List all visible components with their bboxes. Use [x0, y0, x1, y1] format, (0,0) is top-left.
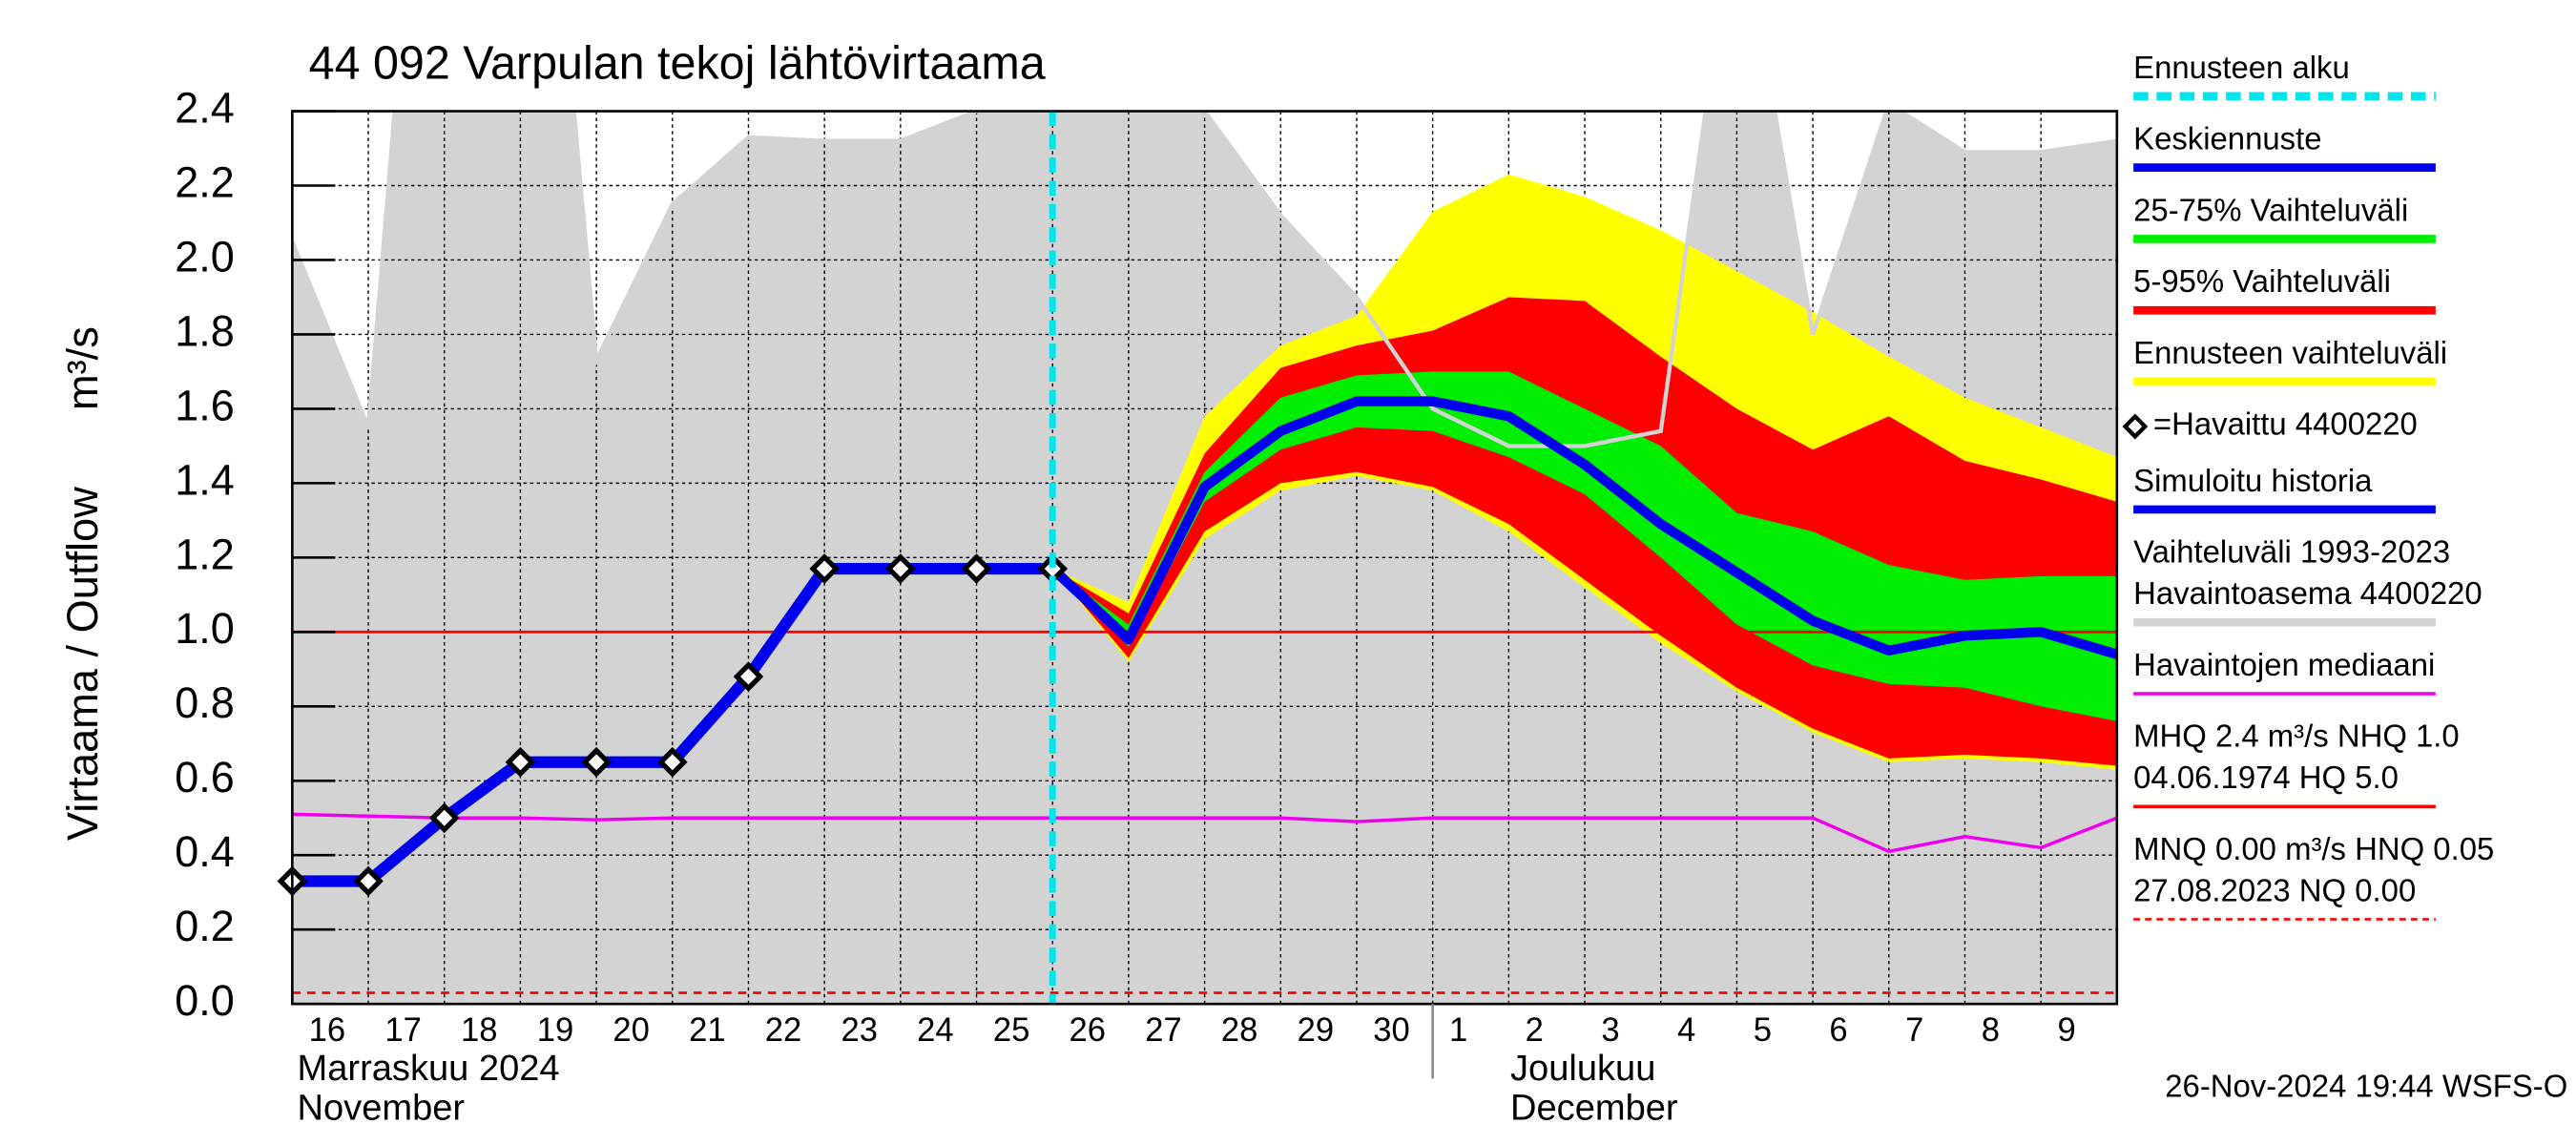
- month-label: Marraskuu 2024: [298, 1048, 560, 1089]
- month-label: Joulukuu: [1510, 1048, 1655, 1089]
- month-label: November: [298, 1087, 466, 1128]
- y-tick-label: 1.2: [175, 530, 235, 578]
- x-tick-label: 9: [2057, 1012, 2075, 1049]
- x-tick-label: 8: [1982, 1012, 2000, 1049]
- x-tick-label: 18: [461, 1012, 498, 1049]
- y-tick-label: 1.0: [175, 604, 235, 653]
- chart-title: 44 092 Varpulan tekoj lähtövirtaama: [309, 37, 1047, 89]
- y-tick-label: 0.2: [175, 902, 235, 950]
- y-tick-label: 1.6: [175, 381, 235, 429]
- x-tick-label: 2: [1526, 1012, 1544, 1049]
- legend-marker: [2122, 413, 2149, 440]
- x-tick-label: 19: [537, 1012, 574, 1049]
- x-tick-label: 4: [1677, 1012, 1695, 1049]
- x-tick-label: 3: [1601, 1012, 1619, 1049]
- x-tick-label: 6: [1829, 1012, 1847, 1049]
- x-tick-label: 29: [1298, 1012, 1335, 1049]
- y-tick-label: 2.2: [175, 157, 235, 206]
- series-line: [292, 812, 2117, 854]
- x-tick-label: 23: [841, 1012, 878, 1049]
- observation-marker: [961, 553, 992, 584]
- y-tick-label: 0.4: [175, 827, 235, 876]
- observation-marker: [505, 746, 536, 778]
- observation-marker: [885, 553, 916, 584]
- legend-label: 04.06.1974 HQ 5.0: [2133, 760, 2399, 795]
- range-upper-line: [292, 111, 2117, 448]
- x-tick-label: 25: [993, 1012, 1030, 1049]
- y-tick-label: 2.0: [175, 232, 235, 281]
- x-tick-label: 22: [765, 1012, 802, 1049]
- y-tick-label: 0.0: [175, 976, 235, 1025]
- legend-label: =Havaittu 4400220: [2153, 406, 2418, 442]
- legend-label: Ennusteen alku: [2133, 50, 2350, 85]
- x-tick-label: 1: [1449, 1012, 1467, 1049]
- observation-marker: [733, 661, 764, 692]
- legend-label: 27.08.2023 NQ 0.00: [2133, 872, 2416, 907]
- footer: 26-Nov-2024 19:44 WSFS-O: [2165, 1069, 2567, 1104]
- y-tick-label: 1.4: [175, 455, 235, 504]
- legend-label: 25-75% Vaihteluväli: [2133, 192, 2408, 227]
- x-tick-label: 20: [613, 1012, 650, 1049]
- x-tick-label: 28: [1221, 1012, 1258, 1049]
- x-tick-label: 5: [1754, 1012, 1772, 1049]
- x-tick-label: 26: [1070, 1012, 1107, 1049]
- legend-label: Ennusteen vaihteluväli: [2133, 335, 2447, 370]
- legend-label: 5-95% Vaihteluväli: [2133, 263, 2391, 299]
- y-tick-label: 0.6: [175, 753, 235, 802]
- legend-label: Keskiennuste: [2133, 120, 2321, 156]
- month-label: December: [1510, 1087, 1678, 1128]
- y-axis-label: Virtaama / Outflow: [58, 487, 107, 841]
- y-tick-label: 2.4: [175, 83, 235, 132]
- y-tick-label: 1.8: [175, 306, 235, 355]
- x-tick-label: 7: [1905, 1012, 1923, 1049]
- legend-label: Havaintoasema 4400220: [2133, 575, 2483, 611]
- x-tick-label: 27: [1145, 1012, 1182, 1049]
- observation-marker: [656, 746, 688, 778]
- series-line: [1049, 396, 2117, 659]
- x-tick-label: 16: [309, 1012, 346, 1049]
- legend-label: MNQ 0.00 m³/s HNQ 0.05: [2133, 831, 2494, 866]
- legend-label: Simuloitu historia: [2133, 463, 2373, 498]
- y-tick-label: 0.8: [175, 678, 235, 727]
- observation-marker: [581, 746, 612, 778]
- x-tick-label: 17: [384, 1012, 422, 1049]
- y-axis-unit: m³/s: [58, 326, 107, 410]
- observation-marker: [353, 865, 384, 897]
- observation-marker: [809, 553, 840, 584]
- plot-area: [292, 111, 2117, 1005]
- legend-label: MHQ 2.4 m³/s NHQ 1.0: [2133, 718, 2460, 754]
- legend-label: Vaihteluväli 1993-2023: [2133, 534, 2450, 570]
- x-tick-label: 30: [1373, 1012, 1410, 1049]
- legend-label: Havaintojen mediaani: [2133, 647, 2435, 682]
- x-tick-label: 21: [689, 1012, 726, 1049]
- x-tick-label: 24: [917, 1012, 954, 1049]
- observation-marker: [428, 802, 460, 834]
